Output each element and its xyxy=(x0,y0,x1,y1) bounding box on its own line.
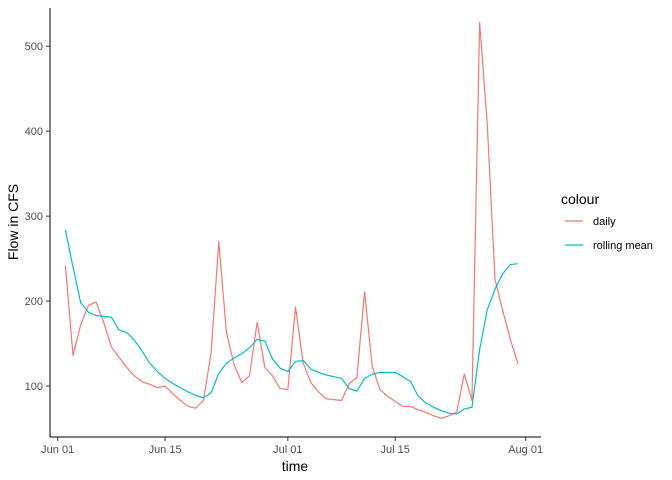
legend: colour daily rolling mean xyxy=(561,191,653,252)
y-tick-label: 200 xyxy=(25,296,43,308)
legend-label: daily xyxy=(593,216,616,228)
x-ticks: Jun 01 Jun 15 Jul 01 Jul 15 Aug 01 xyxy=(41,437,543,456)
legend-items: daily rolling mean xyxy=(565,216,653,252)
legend-label: rolling mean xyxy=(593,240,653,252)
x-axis-title: time xyxy=(282,458,309,474)
axes: 100 200 300 400 500 Jun 01 Jun 15 Jul 01 Jul 15… xyxy=(25,8,543,456)
x-tick-label: Aug 01 xyxy=(508,444,543,456)
x-tick-label: Jun 15 xyxy=(149,444,182,456)
y-tick-label: 400 xyxy=(25,126,43,138)
x-tick-label: Jun 01 xyxy=(41,444,74,456)
y-tick-label: 100 xyxy=(25,381,43,393)
x-tick-label: Jul 01 xyxy=(273,444,302,456)
plot-lines xyxy=(64,21,519,419)
x-tick-label: Jul 15 xyxy=(381,444,410,456)
series-line-daily xyxy=(64,21,519,419)
y-axis-title: Flow in CFS xyxy=(5,184,21,260)
y-tick-label: 500 xyxy=(25,41,43,53)
y-ticks: 100 200 300 400 500 xyxy=(25,41,50,393)
legend-title: colour xyxy=(561,191,599,207)
y-tick-label: 300 xyxy=(25,211,43,223)
series-line-rolling-mean xyxy=(64,229,519,415)
